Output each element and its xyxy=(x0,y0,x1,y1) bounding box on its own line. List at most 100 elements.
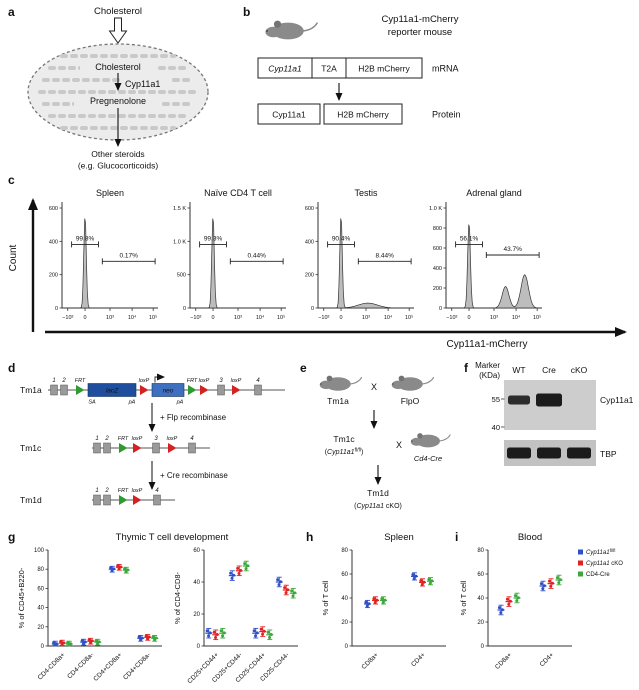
loxp-site xyxy=(133,443,142,453)
data-point xyxy=(52,641,56,645)
tm1a-mouse-icon xyxy=(319,375,363,391)
svg-text:−10³: −10³ xyxy=(446,315,457,321)
loxp-site xyxy=(200,385,209,395)
data-point xyxy=(513,594,517,598)
data-point xyxy=(541,587,545,591)
svg-text:80: 80 xyxy=(341,548,348,554)
protein-construct: Cyp11a1 H2B mCherry Protein xyxy=(257,103,461,125)
data-point xyxy=(411,573,415,577)
plot-title: Spleen xyxy=(384,532,414,543)
svg-text:4: 4 xyxy=(155,488,159,494)
panel-label-d: d xyxy=(8,361,15,375)
svg-text:−10³: −10³ xyxy=(62,315,73,321)
promoter-arrow xyxy=(154,373,165,383)
svg-text:60: 60 xyxy=(193,548,200,554)
data-point xyxy=(221,634,225,638)
data-point xyxy=(262,629,266,633)
data-point xyxy=(230,576,234,580)
pregnenolone-label: Pregnenolone xyxy=(90,96,146,106)
data-point xyxy=(420,582,424,586)
recombinase-step-label: + Flp recombinase xyxy=(160,413,227,422)
frt-site xyxy=(119,443,128,453)
data-point xyxy=(139,638,143,642)
h2b-mcherry-label: H2B mCherry xyxy=(358,64,410,74)
data-point xyxy=(547,579,551,583)
data-point xyxy=(219,629,223,633)
panel-label-f: f xyxy=(464,361,469,375)
data-point xyxy=(82,642,86,646)
allele-name: Tm1c xyxy=(20,443,42,453)
mrna-tag: mRNA xyxy=(432,64,459,74)
cd4-cre-mouse-label: Cd4-Cre xyxy=(414,454,442,463)
histogram-curve xyxy=(318,218,414,309)
svg-text:loxP: loxP xyxy=(231,378,242,384)
data-point xyxy=(214,635,218,639)
svg-text:loxP: loxP xyxy=(132,436,143,442)
data-point xyxy=(497,606,501,610)
h2b-mcherry-box xyxy=(345,57,423,79)
cross-symbol-1: X xyxy=(371,382,377,392)
cyp11a1-protein-label: Cyp11a1 xyxy=(272,110,306,120)
blot-target-label: TBP xyxy=(600,449,617,459)
svg-text:800: 800 xyxy=(433,226,442,232)
frt-site xyxy=(119,495,128,505)
data-point xyxy=(284,591,288,595)
exon-box xyxy=(153,494,161,506)
data-point xyxy=(254,634,258,638)
exon-box xyxy=(93,494,101,506)
data-point xyxy=(283,586,287,590)
svg-text:20: 20 xyxy=(37,625,44,631)
svg-text:Adrenal gland: Adrenal gland xyxy=(466,188,522,198)
panel-label-b: b xyxy=(243,5,250,19)
data-point xyxy=(364,600,368,604)
data-point xyxy=(151,635,155,639)
frt-site xyxy=(188,385,197,395)
exon-box xyxy=(103,442,111,454)
panel-label-e: e xyxy=(300,361,307,375)
svg-text:loxP: loxP xyxy=(132,488,143,494)
mrna-construct: Cyp11a1 T2A H2B mCherry mRNA xyxy=(257,57,459,79)
svg-text:40: 40 xyxy=(37,606,44,612)
exon-box xyxy=(50,384,58,396)
flpo-mouse-icon xyxy=(391,375,435,391)
data-point xyxy=(222,631,226,635)
tm1d-genotype: (Cyp11a1 cKO) xyxy=(354,503,402,510)
svg-text:10⁵: 10⁵ xyxy=(533,314,541,321)
svg-text:0: 0 xyxy=(468,315,471,321)
gate-percentage: 0.17% xyxy=(120,252,139,259)
gate-percentage: 99.8% xyxy=(76,235,95,242)
y-axis-label: % of T cell xyxy=(321,580,330,615)
svg-text:10⁵: 10⁵ xyxy=(277,314,285,321)
svg-text:200: 200 xyxy=(433,286,442,292)
data-point xyxy=(87,638,91,642)
lane-header: Cre xyxy=(542,365,556,375)
data-point xyxy=(259,627,263,631)
data-point xyxy=(60,643,64,647)
svg-text:200: 200 xyxy=(49,273,58,279)
data-point xyxy=(252,629,256,633)
svg-text:4: 4 xyxy=(190,436,194,442)
svg-text:10⁵: 10⁵ xyxy=(405,314,413,321)
protein-tag: Protein xyxy=(432,110,461,120)
flpo-mouse-label: FlpO xyxy=(401,396,420,406)
svg-text:0: 0 xyxy=(311,306,314,312)
data-point xyxy=(255,631,259,635)
panel-label-i: i xyxy=(455,530,458,544)
data-point xyxy=(516,596,520,600)
data-point xyxy=(59,640,63,644)
reporter-title-line1: Cyp11a1-mCherry xyxy=(382,14,459,25)
data-point xyxy=(246,564,250,568)
data-point xyxy=(550,581,554,585)
plot-title: Thymic T cell development xyxy=(116,532,229,543)
data-point xyxy=(286,588,290,592)
svg-text:400: 400 xyxy=(49,239,58,245)
gate-percentage: 43.7% xyxy=(504,246,523,253)
loxp-site xyxy=(168,443,177,453)
y-axis-label: % of CD4-CD8- xyxy=(173,571,182,624)
data-point xyxy=(412,576,416,580)
tm1d-label: Tm1d xyxy=(367,488,389,498)
tm1c-genotype: (Cyp11a1fl/fl) xyxy=(325,448,364,457)
data-point xyxy=(137,635,141,639)
data-point xyxy=(372,597,376,601)
